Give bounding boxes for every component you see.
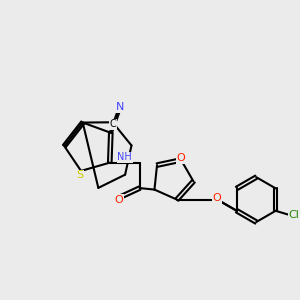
Text: O: O — [177, 154, 185, 164]
Text: NH: NH — [117, 152, 132, 162]
Text: N: N — [116, 102, 124, 112]
Text: S: S — [76, 170, 83, 180]
Text: C: C — [110, 119, 116, 129]
Text: Cl: Cl — [289, 210, 300, 220]
Text: O: O — [114, 195, 123, 205]
Text: O: O — [212, 193, 221, 203]
